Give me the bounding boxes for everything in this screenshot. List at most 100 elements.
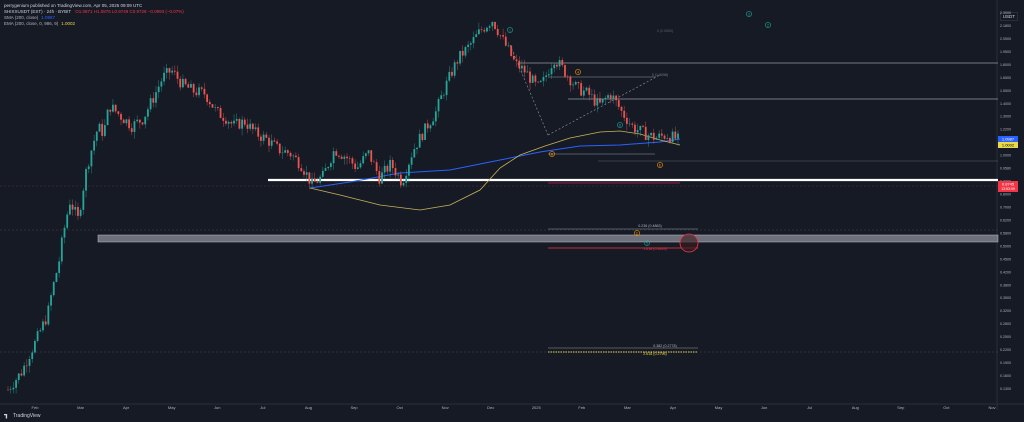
candle-body <box>98 123 101 132</box>
wave-marker[interactable] <box>746 11 752 17</box>
candle-body <box>658 133 661 138</box>
tradingview-logo[interactable]: TradingView <box>4 413 41 419</box>
candle-body <box>149 98 152 110</box>
candle-body <box>265 134 268 138</box>
ema-line[interactable] <box>309 130 681 211</box>
y-tick-label: 1.3000 <box>1000 115 1011 119</box>
ema-label: EMA (200, close, 0, 986, 9) <box>4 21 59 26</box>
y-tick-label: 0.3800 <box>1000 283 1011 287</box>
candle-body <box>418 133 421 148</box>
y-tick-label: 0.4200 <box>1000 270 1011 274</box>
candle-body <box>413 149 416 158</box>
wave-marker[interactable] <box>549 151 555 157</box>
candle-body <box>467 44 470 48</box>
candle-body <box>383 165 386 173</box>
candle-body <box>63 227 66 238</box>
ema-legend[interactable]: EMA (200, close, 0, 986, 9) 1.0002 <box>4 21 184 27</box>
candle-body <box>311 178 313 184</box>
candle-body <box>214 107 217 108</box>
candle-body <box>227 121 230 124</box>
candle-body <box>491 21 494 27</box>
candle-body <box>539 80 542 83</box>
candle-body <box>246 124 249 129</box>
fib-label: 0.382 (0.2778) <box>653 344 676 348</box>
candle-body <box>179 78 182 88</box>
candle-body <box>319 176 322 183</box>
candle-body <box>354 163 357 169</box>
candle-body <box>628 123 631 125</box>
wave-marker[interactable] <box>634 230 640 236</box>
candle-body <box>553 64 556 69</box>
y-tick-label: 0.3500 <box>1000 296 1011 300</box>
candle-body <box>644 126 647 140</box>
candle-body <box>71 204 74 210</box>
wave-marker[interactable] <box>507 27 513 33</box>
candle-body <box>612 95 615 99</box>
candle-body <box>590 94 593 95</box>
target-circle[interactable] <box>679 233 699 253</box>
candle-body <box>133 121 136 132</box>
candle-body <box>359 163 362 168</box>
candle-body <box>496 28 499 36</box>
candle-body <box>15 380 17 388</box>
candle-body <box>225 120 227 124</box>
sma-legend[interactable]: SMA (200, close) 1.0987 <box>4 15 184 21</box>
candle-body <box>9 389 12 390</box>
countdown-text: 13:53:09 <box>1001 187 1015 191</box>
y-tick-label: 0.5000 <box>1000 244 1011 248</box>
y-tick-label: 0.4500 <box>1000 257 1011 261</box>
support-zone[interactable] <box>97 234 999 243</box>
candle-body <box>343 156 346 159</box>
candle-body <box>281 152 284 154</box>
candle-body <box>604 97 607 99</box>
candle-body <box>230 121 233 124</box>
candle-body <box>203 88 206 95</box>
candle-body <box>410 157 413 165</box>
candle-body <box>187 84 190 88</box>
quote-currency[interactable]: USDT <box>999 12 1018 21</box>
fib-label: 1.618 (0.5449) <box>643 247 666 251</box>
candle-body <box>117 111 120 114</box>
wave-marker[interactable] <box>657 162 663 168</box>
y-tick-label: 1.4000 <box>1000 102 1011 106</box>
symbol-row[interactable]: SHIXXUSDT (EST) · 24h · BYBIT O1.0871 H1… <box>4 9 184 15</box>
candle-body <box>426 123 429 129</box>
trend-line[interactable] <box>509 44 549 136</box>
candle-body <box>370 150 373 162</box>
symbol-name[interactable]: SHIXXUSDT (EST) · 24h · BYBIT <box>4 9 72 14</box>
wave-label: 1 <box>509 28 511 32</box>
candle-body <box>515 59 518 61</box>
candles-group <box>7 21 679 394</box>
wave-marker[interactable] <box>765 22 771 28</box>
candle-body <box>284 150 287 153</box>
candle-body <box>52 281 55 296</box>
candle-body <box>669 138 671 143</box>
candle-body <box>569 76 572 86</box>
candle-body <box>90 150 93 167</box>
fib-annotations: 0.236 (0.4863) 1.618 (0.5449) 0.382 (0.277… <box>638 29 676 356</box>
y-tick-label: 1.0000 <box>1000 154 1011 158</box>
wave-label: 5 <box>646 241 648 245</box>
x-tick-label: Feb <box>578 405 586 410</box>
candle-body <box>74 206 77 210</box>
candle-body <box>429 125 432 129</box>
candle-body <box>165 68 168 73</box>
candle-body <box>163 72 165 82</box>
candle-body <box>168 68 171 73</box>
candle-body <box>268 137 270 146</box>
trend-line[interactable] <box>547 74 661 136</box>
candle-body <box>106 109 109 126</box>
wave-marker[interactable] <box>644 240 650 246</box>
wave-label: C <box>636 231 639 235</box>
candle-body <box>416 147 418 150</box>
wave-label: B <box>551 152 554 156</box>
candle-body <box>582 90 585 96</box>
y-tick-label: 1.6500 <box>1000 76 1011 80</box>
candle-body <box>82 190 85 210</box>
sma-line[interactable] <box>309 138 681 189</box>
wave-marker[interactable] <box>617 122 623 128</box>
candle-body <box>599 98 601 103</box>
x-tick-label: May <box>168 405 176 410</box>
wave-marker[interactable] <box>575 69 581 75</box>
